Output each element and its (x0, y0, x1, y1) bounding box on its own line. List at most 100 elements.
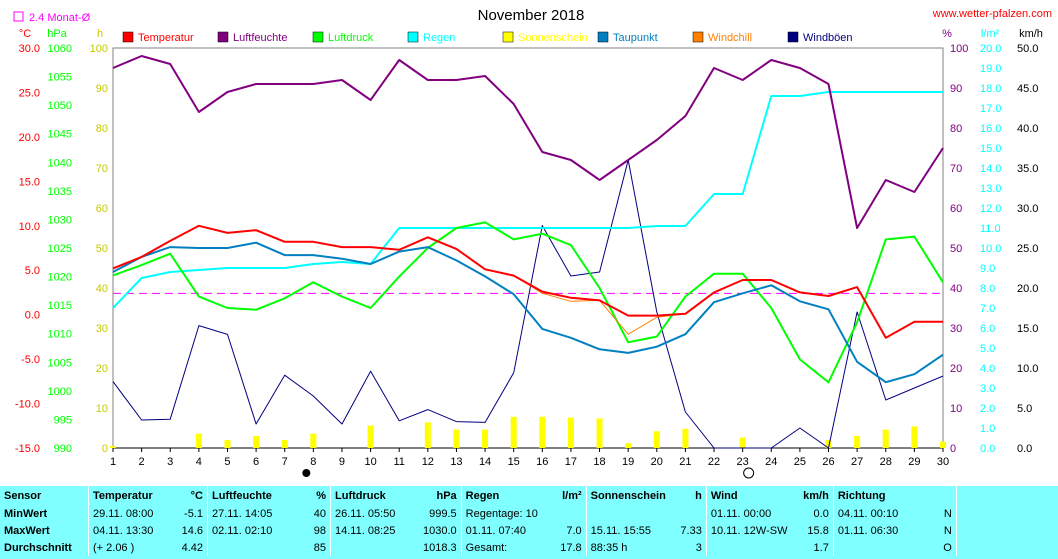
stats-cell: 02.11. 02:10 (207, 522, 300, 539)
series-line-luftfeuchte (112, 55, 944, 229)
stats-cell: 26.11. 05:50 (330, 505, 419, 522)
series-line-luftdruck (112, 221, 944, 384)
stats-header: l/m² (562, 489, 582, 502)
stats-cell: 27.11. 14:05 (207, 505, 300, 522)
stats-cell: 88:35 h (585, 539, 670, 556)
x-tick-label: 1 (110, 456, 116, 468)
axis-unit-hours: h (97, 28, 103, 40)
y-tick-label-rain: 5.0 (980, 343, 995, 355)
y-tick-label-rain: 3.0 (980, 383, 995, 395)
stats-cell: 1018.3 (423, 541, 457, 554)
stats-cell: Gesamt: (460, 539, 548, 556)
stats-cell (670, 505, 707, 522)
axis-unit-hpa: hPa (47, 28, 67, 40)
y-tick-label-rain: 15.0 (980, 143, 1001, 155)
sunshine-bar (567, 417, 574, 448)
x-tick-label: 19 (622, 456, 634, 468)
stats-cell (585, 505, 670, 522)
x-tick-label: 7 (282, 456, 288, 468)
legend-swatch (692, 31, 704, 43)
sunshine-bar (424, 422, 431, 448)
x-tick-label: 4 (196, 456, 202, 468)
x-tick-label: 3 (167, 456, 173, 468)
stats-cell: 01.11. 00:00 (705, 505, 797, 522)
x-tick-label: 11 (393, 456, 404, 468)
sunshine-bar (625, 443, 632, 448)
stats-cell: 10.11. 12W-SW (705, 522, 797, 539)
y-tick-label-celsius: 25.0 (19, 87, 40, 99)
y-tick-label-rain: 14.0 (980, 163, 1001, 175)
y-tick-label-rain: 4.0 (980, 363, 995, 375)
y-tick-label-rain: 18.0 (980, 83, 1001, 95)
series-line-temperatur (112, 224, 943, 339)
y-tick-label-hpa: 1025 (48, 243, 72, 255)
chart-legend: Temperatur Luftfeuchte Luftdruck Regen Sonne… (122, 31, 853, 44)
stats-header: km/h (803, 489, 829, 502)
stats-cell: 4.42 (181, 541, 203, 554)
stats-header: Wind (705, 486, 797, 505)
y-tick-label-wind: 25.0 (1017, 243, 1038, 255)
y-tick-label-wind: 45.0 (1017, 83, 1038, 95)
y-tick-label-rain: 17.0 (980, 103, 1001, 115)
avg-legend-label: 2.4 Monat-Ø (29, 12, 91, 24)
sunshine-bar (224, 440, 231, 448)
y-tick-label-hours: 50 (96, 243, 108, 255)
stats-cell: 17.8 (560, 541, 582, 554)
y-tick-label-hours: 40 (96, 283, 108, 295)
x-tick-label: 14 (479, 456, 491, 468)
y-tick-label-percent: 100 (950, 43, 968, 55)
legend-label: Taupunkt (613, 32, 658, 44)
y-tick-label-hpa: 1040 (48, 157, 72, 169)
stats-row-label: MinWert (4, 507, 48, 520)
stats-cell: 1.7 (813, 541, 829, 554)
stats-cell (832, 539, 926, 556)
x-tick-label: 6 (253, 456, 259, 468)
stats-header (926, 486, 957, 505)
sunshine-bar (825, 440, 832, 448)
stats-cell: 7.33 (680, 524, 702, 537)
stats-cell: 98 (313, 524, 326, 537)
x-tick-label: 30 (937, 456, 949, 468)
y-tick-label-hours: 70 (96, 163, 108, 175)
y-tick-label-wind: 0.0 (1017, 443, 1032, 455)
y-tick-label-wind: 10.0 (1017, 363, 1038, 375)
chart-series (110, 55, 946, 449)
legend-label: Regen (423, 32, 455, 44)
x-tick-label: 5 (224, 456, 230, 468)
x-tick-label: 9 (339, 456, 345, 468)
stats-row: MaxWert 04.11. 13:30 14.6 02.11. 02:10 98 14.… (0, 522, 1058, 539)
stats-header: Richtung (832, 486, 926, 505)
stats-cell: N (943, 507, 952, 520)
y-tick-label-celsius: -5.0 (21, 354, 40, 366)
x-tick-label: 12 (422, 456, 434, 468)
sunshine-bar (653, 431, 660, 448)
y-tick-label-rain: 10.0 (980, 243, 1001, 255)
axis-unit-rain: l/m² (981, 28, 1000, 40)
y-tick-label-hpa: 1015 (48, 300, 72, 312)
y-tick-label-percent: 50 (950, 243, 962, 255)
y-tick-label-hpa: 995 (54, 414, 72, 426)
y-tick-label-percent: 40 (950, 283, 962, 295)
stats-cell: 15.8 (807, 524, 829, 537)
stats-cell: 999.5 (429, 507, 457, 520)
stats-header: Temperatur (88, 486, 169, 505)
sunshine-bar (539, 416, 546, 448)
y-tick-label-hours: 60 (96, 203, 108, 215)
y-tick-label-rain: 13.0 (980, 183, 1001, 195)
y-tick-label-wind: 20.0 (1017, 283, 1038, 295)
sunshine-bar (682, 428, 689, 448)
y-tick-label-wind: 40.0 (1017, 123, 1038, 135)
y-tick-label-hours: 90 (96, 83, 108, 95)
statistics-table: Sensor Temperatur °C Luftfeuchte % Luftd… (0, 486, 1058, 559)
y-tick-label-hpa: 1035 (48, 186, 72, 198)
y-tick-label-percent: 90 (950, 83, 962, 95)
x-tick-label: 26 (822, 456, 834, 468)
stats-row-label: MaxWert (4, 524, 50, 537)
y-tick-label-percent: 10 (950, 403, 962, 415)
sunshine-bar (453, 429, 460, 448)
stats-cell (705, 539, 797, 556)
sunshine-bar (281, 440, 288, 448)
legend-label: Luftfeuchte (233, 32, 287, 44)
stats-cell: N (943, 524, 952, 537)
stats-row: MinWert 29.11. 08:00 -5.1 27.11. 14:05 40 26.… (0, 505, 1058, 522)
